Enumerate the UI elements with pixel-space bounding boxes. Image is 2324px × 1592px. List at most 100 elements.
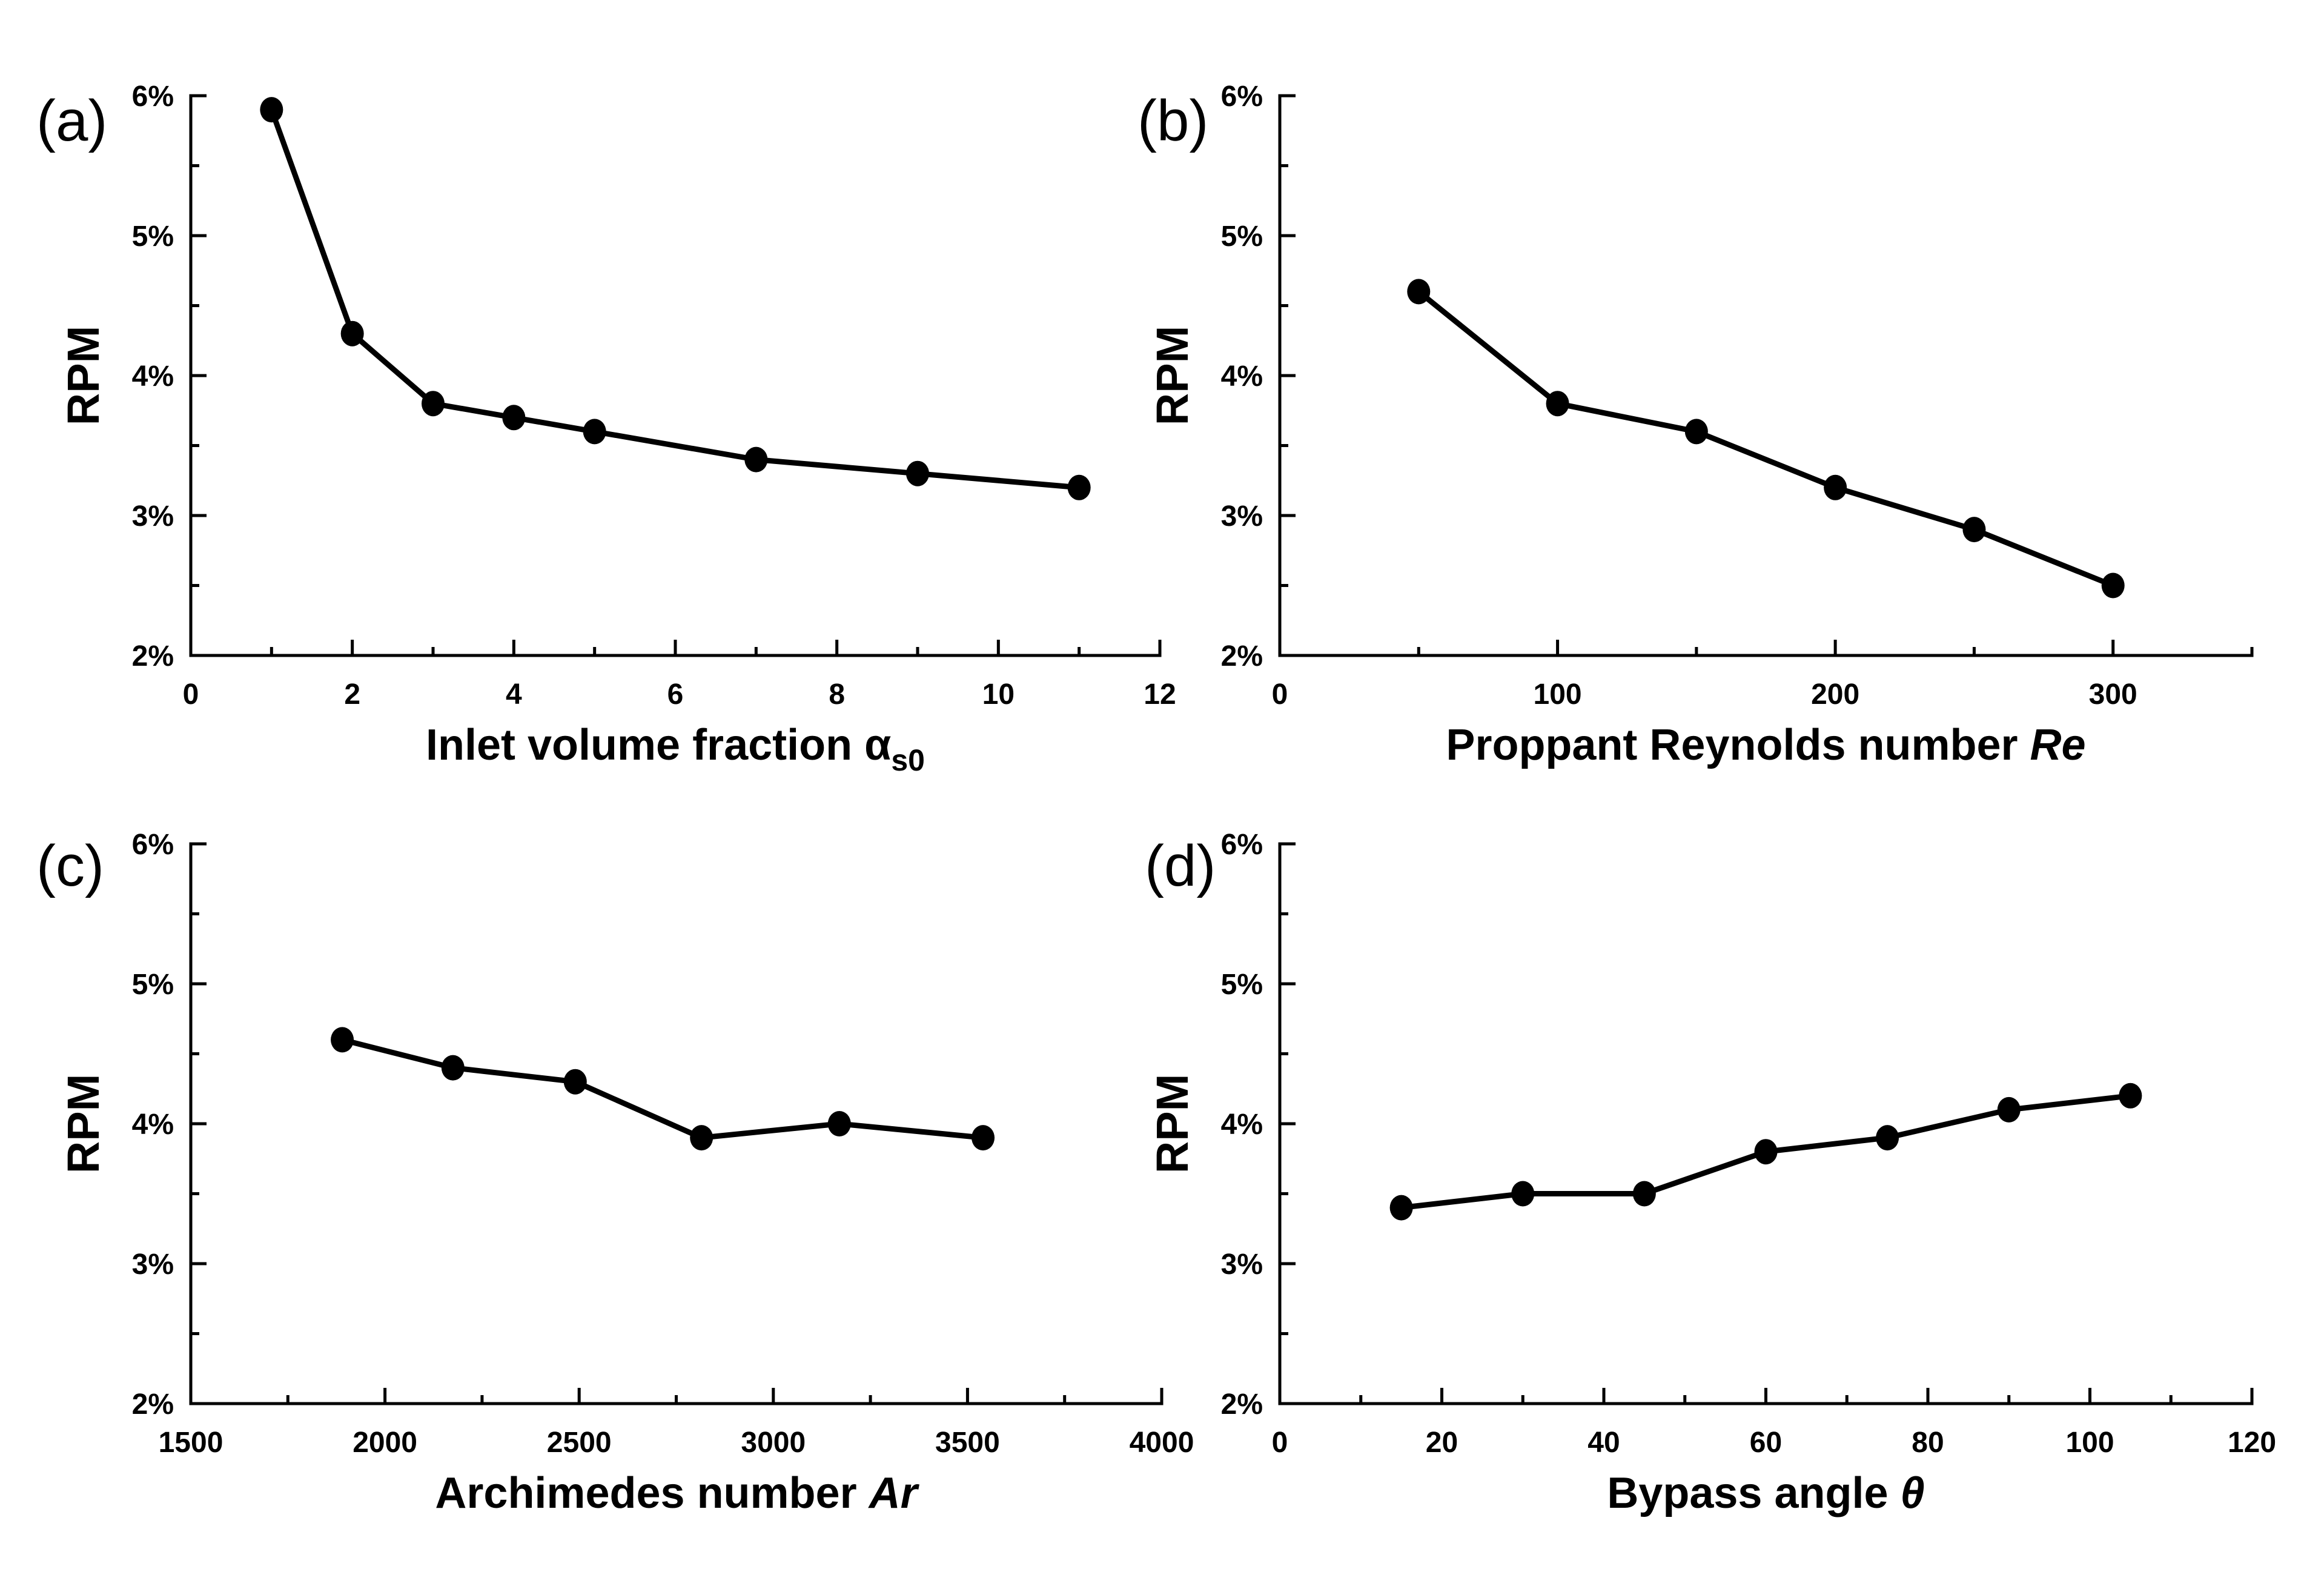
y-tick-label: 2% bbox=[132, 1388, 174, 1421]
panel-c: 2% 3% 4% 5% 6% 1500 2000 2500 3000 3500 4000 (c) RPM… bbox=[36, 829, 1194, 1517]
y-tick-label: 6% bbox=[1221, 81, 1263, 113]
data-point-marker bbox=[1754, 1139, 1778, 1165]
data-point-marker bbox=[1407, 279, 1431, 305]
y-tick-label: 6% bbox=[132, 81, 174, 113]
x-ticks-c: 1500 2000 2500 3000 3500 4000 bbox=[159, 1388, 1194, 1459]
x-axis-title-b: Proppant Reynolds number Re bbox=[1446, 721, 2085, 769]
x-tick-label: 100 bbox=[1534, 678, 1582, 711]
data-point-marker bbox=[690, 1125, 713, 1151]
data-point-marker bbox=[1962, 517, 1986, 543]
x-tick-label: 3500 bbox=[935, 1427, 1000, 1459]
panel-tag-a: (a) bbox=[36, 88, 107, 153]
y-tick-label: 5% bbox=[132, 969, 174, 1001]
data-markers-c bbox=[331, 1027, 995, 1151]
y-tick-label: 4% bbox=[132, 360, 174, 393]
data-point-marker bbox=[827, 1111, 851, 1136]
x-tick-label: 120 bbox=[2228, 1427, 2276, 1459]
y-tick-label: 2% bbox=[1221, 640, 1263, 672]
x-tick-label: 12 bbox=[1144, 678, 1176, 711]
x-tick-label: 2 bbox=[344, 678, 360, 711]
data-point-marker bbox=[441, 1055, 465, 1081]
data-point-marker bbox=[502, 405, 526, 431]
data-markers-b bbox=[1407, 279, 2125, 599]
y-axis-title-b: RPM bbox=[1147, 326, 1197, 425]
y-tick-label: 5% bbox=[1221, 969, 1263, 1001]
data-point-marker bbox=[563, 1069, 587, 1095]
data-point-marker bbox=[583, 419, 606, 445]
data-point-marker bbox=[340, 320, 364, 347]
x-axis-title-a: Inlet volume fraction αs0 bbox=[426, 721, 925, 777]
x-tick-label: 4000 bbox=[1130, 1427, 1194, 1459]
x-axis-title-c: Archimedes number Ar bbox=[435, 1469, 919, 1517]
y-tick-label: 5% bbox=[132, 221, 174, 253]
data-markers-a bbox=[260, 97, 1091, 500]
data-point-marker bbox=[260, 97, 283, 123]
y-tick-label: 2% bbox=[132, 640, 174, 672]
data-point-marker bbox=[1067, 474, 1091, 500]
x-ticks-b: 0 100 200 300 bbox=[1272, 640, 2254, 711]
panel-tag-c: (c) bbox=[36, 834, 104, 898]
y-tick-label: 3% bbox=[1221, 1249, 1263, 1281]
x-tick-label: 3000 bbox=[741, 1427, 806, 1459]
data-series-line-b bbox=[1417, 289, 2114, 588]
y-tick-label: 3% bbox=[132, 1249, 174, 1281]
y-ticks-c: 2% 3% 4% 5% 6% bbox=[132, 829, 207, 1421]
data-point-marker bbox=[1389, 1195, 1413, 1221]
x-tick-label: 0 bbox=[1272, 678, 1288, 711]
y-tick-label: 6% bbox=[132, 829, 174, 861]
data-point-marker bbox=[1997, 1096, 2021, 1123]
y-tick-label: 3% bbox=[1221, 500, 1263, 532]
axes-b bbox=[1278, 94, 2254, 657]
x-tick-label: 60 bbox=[1750, 1427, 1782, 1459]
data-point-marker bbox=[1511, 1181, 1535, 1207]
data-markers-d bbox=[1389, 1083, 2142, 1221]
y-ticks-d: 2% 3% 4% 5% 6% bbox=[1221, 829, 1296, 1421]
x-tick-label: 0 bbox=[183, 678, 199, 711]
x-ticks-a: 0 2 4 6 8 10 12 bbox=[183, 640, 1176, 711]
data-point-marker bbox=[1824, 474, 1847, 500]
axes-d bbox=[1278, 842, 2254, 1405]
x-tick-label: 10 bbox=[982, 678, 1015, 711]
x-tick-label: 200 bbox=[1811, 678, 1859, 711]
y-tick-label: 4% bbox=[1221, 1109, 1263, 1141]
y-tick-label: 4% bbox=[132, 1109, 174, 1141]
x-tick-label: 4 bbox=[506, 678, 522, 711]
y-tick-label: 4% bbox=[1221, 360, 1263, 393]
x-tick-label: 2500 bbox=[547, 1427, 612, 1459]
data-point-marker bbox=[1684, 419, 1708, 445]
x-tick-label: 300 bbox=[2089, 678, 2137, 711]
panel-d: 2% 3% 4% 5% 6% 0 20 40 60 80 100 120 (d) RPM Bypass an… bbox=[1145, 829, 2276, 1517]
x-tick-label: 1500 bbox=[159, 1427, 223, 1459]
panel-tag-d: (d) bbox=[1145, 834, 1216, 898]
x-tick-label: 40 bbox=[1587, 1427, 1620, 1459]
y-tick-label: 5% bbox=[1221, 221, 1263, 253]
y-ticks-a: 2% 3% 4% 5% 6% bbox=[132, 81, 207, 672]
x-tick-label: 80 bbox=[1912, 1427, 1944, 1459]
data-series-line-c bbox=[341, 1037, 984, 1141]
panel-a: 2% 3% 4% 5% 6% 0 2 4 6 8 10 12 (a) RPM Inlet volume fr… bbox=[36, 81, 1176, 777]
y-ticks-b: 2% 3% 4% 5% 6% bbox=[1221, 81, 1296, 672]
data-point-marker bbox=[1632, 1181, 1656, 1207]
data-point-marker bbox=[2101, 572, 2125, 599]
x-tick-label: 6 bbox=[667, 678, 684, 711]
data-series-line-a bbox=[269, 108, 1080, 491]
data-point-marker bbox=[1546, 391, 1569, 417]
x-tick-label: 8 bbox=[829, 678, 845, 711]
x-ticks-d: 0 20 40 60 80 100 120 bbox=[1272, 1388, 2276, 1459]
y-axis-title-d: RPM bbox=[1147, 1074, 1197, 1173]
y-tick-label: 6% bbox=[1221, 829, 1263, 861]
data-point-marker bbox=[906, 460, 929, 486]
x-tick-label: 2000 bbox=[353, 1427, 417, 1459]
x-tick-label: 20 bbox=[1426, 1427, 1458, 1459]
data-point-marker bbox=[2119, 1083, 2142, 1109]
x-tick-label: 0 bbox=[1272, 1427, 1288, 1459]
data-point-marker bbox=[744, 446, 768, 473]
y-axis-title-a: RPM bbox=[58, 326, 108, 425]
axes-a bbox=[189, 94, 1162, 657]
data-point-marker bbox=[422, 391, 445, 417]
data-point-marker bbox=[1876, 1125, 1899, 1151]
panel-tag-b: (b) bbox=[1137, 88, 1208, 153]
panel-b: 2% 3% 4% 5% 6% 0 100 200 300 (b) RPM Proppant Reyno… bbox=[1137, 81, 2254, 769]
